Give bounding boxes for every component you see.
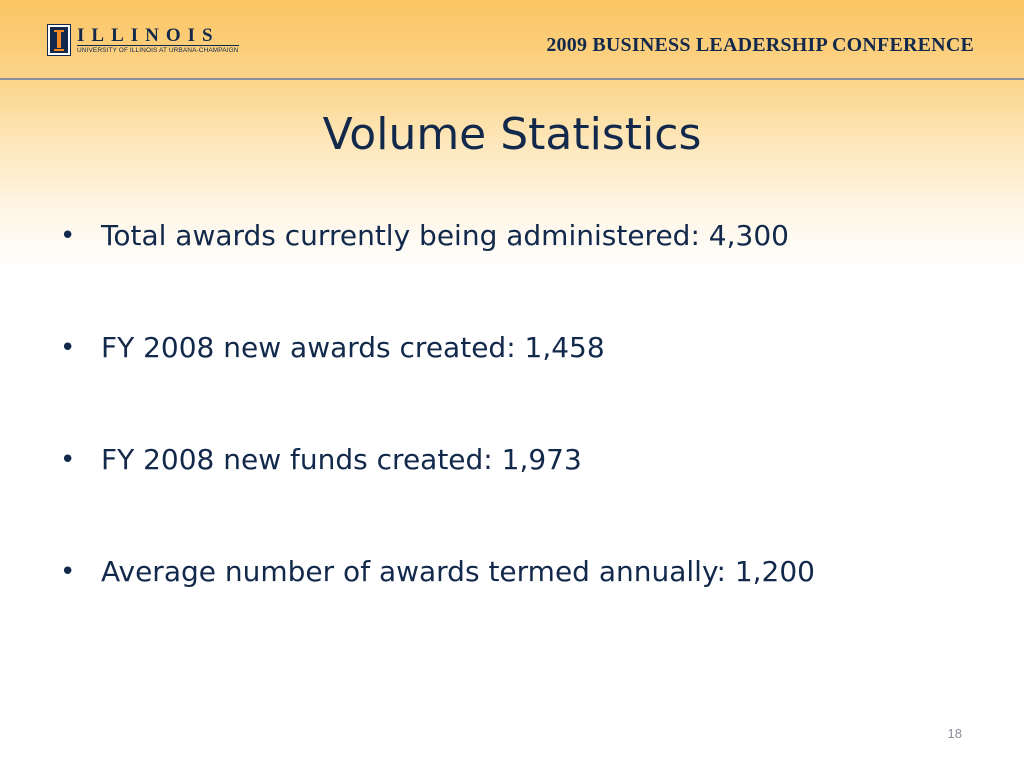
bullet-item: • FY 2008 new funds created: 1,973 <box>60 436 980 548</box>
bullet-dot-icon: • <box>60 333 76 363</box>
bullet-text: FY 2008 new funds created: 1,973 <box>101 443 582 476</box>
bullet-item: • FY 2008 new awards created: 1,458 <box>60 324 980 436</box>
bullet-text: Total awards currently being administere… <box>101 219 789 252</box>
bullet-dot-icon: • <box>60 557 76 587</box>
logo-wordmark: ILLINOIS <box>77 24 220 46</box>
logo-subtitle: UNIVERSITY OF ILLINOIS AT URBANA-CHAMPAI… <box>77 44 239 54</box>
logo-text: ILLINOIS UNIVERSITY OF ILLINOIS AT URBAN… <box>77 26 239 55</box>
bullet-dot-icon: • <box>60 445 76 475</box>
illinois-logo: ILLINOIS UNIVERSITY OF ILLINOIS AT URBAN… <box>47 24 239 56</box>
bullet-text: Average number of awards termed annually… <box>101 555 815 588</box>
bullet-item: • Average number of awards termed annual… <box>60 548 980 660</box>
page-number: 18 <box>947 726 962 741</box>
bullet-dot-icon: • <box>60 221 76 251</box>
conference-title: 2009 BUSINESS LEADERSHIP CONFERENCE <box>546 34 974 56</box>
bullet-list: • Total awards currently being administe… <box>60 212 980 660</box>
bullet-text: FY 2008 new awards created: 1,458 <box>101 331 605 364</box>
header-bar: ILLINOIS UNIVERSITY OF ILLINOIS AT URBAN… <box>0 0 1024 78</box>
bullet-item: • Total awards currently being administe… <box>60 212 980 324</box>
header-divider <box>0 78 1024 80</box>
slide-title: Volume Statistics <box>322 109 702 160</box>
illinois-block-i-icon <box>47 24 71 56</box>
